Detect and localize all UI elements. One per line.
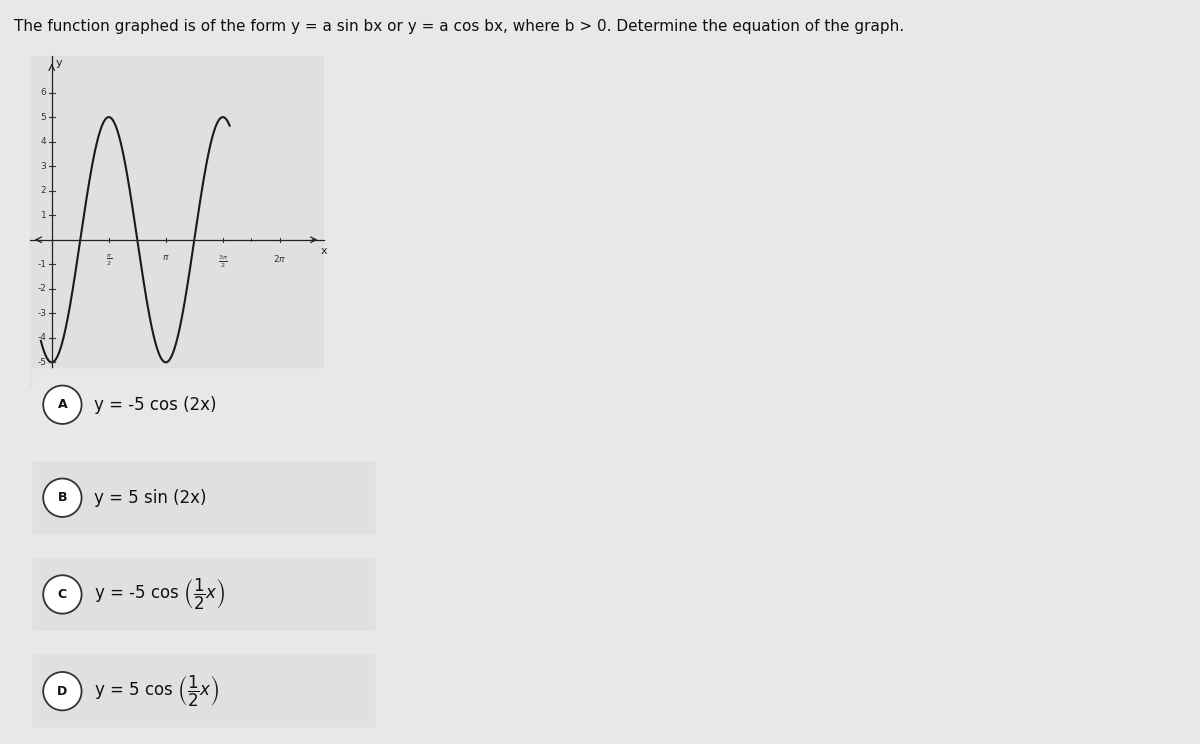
Text: 3: 3: [41, 161, 47, 170]
Text: B: B: [58, 491, 67, 504]
Text: D: D: [58, 684, 67, 698]
Text: 1: 1: [41, 211, 47, 219]
Text: The function graphed is of the form y = a sin bx or y = a cos bx, where b > 0. D: The function graphed is of the form y = …: [14, 19, 905, 33]
Text: 2: 2: [41, 186, 47, 195]
Text: A: A: [58, 398, 67, 411]
Text: y = -5 cos (2x): y = -5 cos (2x): [94, 396, 216, 414]
Text: 4: 4: [41, 137, 47, 146]
Text: y = -5 cos $\left(\dfrac{1}{2}x\right)$: y = -5 cos $\left(\dfrac{1}{2}x\right)$: [94, 577, 224, 612]
Text: -1: -1: [37, 260, 47, 269]
Text: y = 5 sin (2x): y = 5 sin (2x): [94, 489, 206, 507]
Text: -5: -5: [37, 358, 47, 367]
Text: C: C: [58, 588, 67, 601]
Text: 5: 5: [41, 112, 47, 121]
Text: $\frac{\pi}{2}$: $\frac{\pi}{2}$: [106, 253, 112, 269]
Text: x: x: [320, 246, 326, 256]
Text: -4: -4: [37, 333, 47, 342]
Text: $\frac{3\pi}{2}$: $\frac{3\pi}{2}$: [218, 253, 228, 270]
Text: y: y: [56, 58, 62, 68]
Text: 6: 6: [41, 88, 47, 97]
Text: y = 5 cos $\left(\dfrac{1}{2}x\right)$: y = 5 cos $\left(\dfrac{1}{2}x\right)$: [94, 673, 218, 709]
Text: -2: -2: [37, 284, 47, 293]
Text: $\pi$: $\pi$: [162, 253, 169, 262]
Text: $2\pi$: $2\pi$: [274, 253, 287, 264]
Text: -3: -3: [37, 309, 47, 318]
